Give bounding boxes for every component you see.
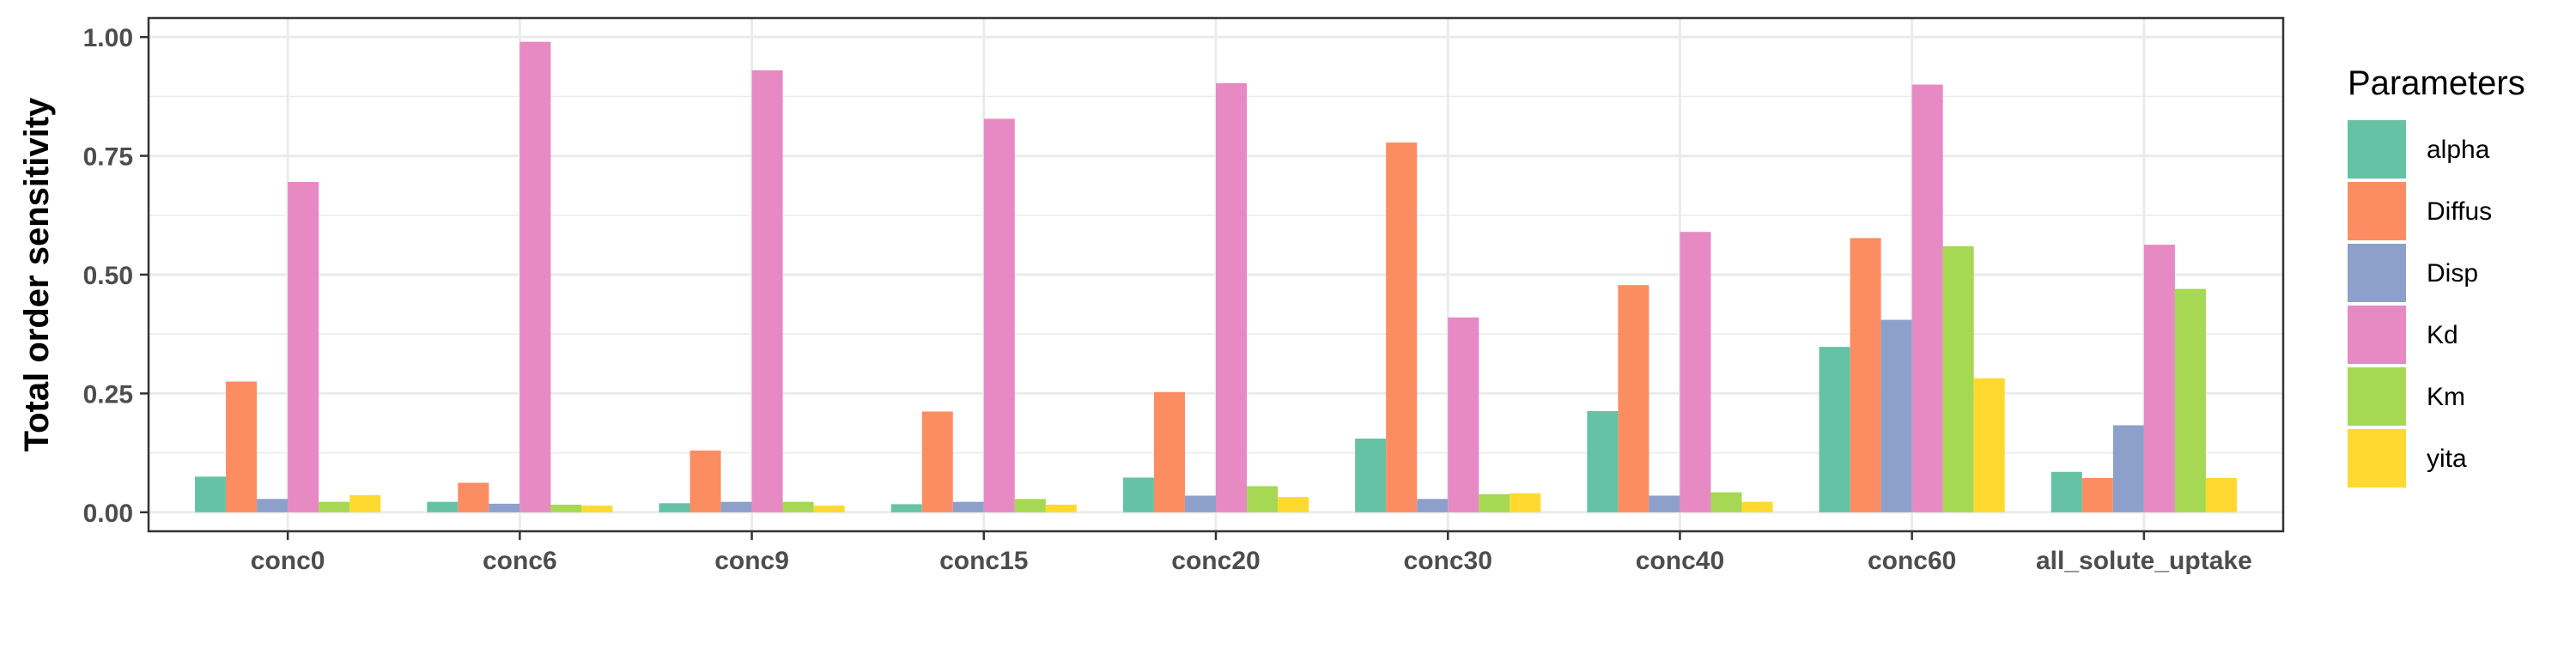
legend-title: Parameters <box>2348 64 2525 102</box>
legend-key-Km <box>2348 367 2406 426</box>
bar-Kd-conc30 <box>1448 317 1479 512</box>
x-tick-label: conc9 <box>714 547 789 575</box>
bar-Km-conc40 <box>1710 492 1742 512</box>
x-tick-label: conc20 <box>1171 547 1260 575</box>
bar-Km-conc9 <box>782 501 814 512</box>
bar-Km-conc20 <box>1247 486 1279 512</box>
y-tick-label: 0.00 <box>83 500 133 528</box>
bar-Disp-conc0 <box>257 499 289 512</box>
bar-Disp-conc30 <box>1417 499 1449 512</box>
bar-Kd-conc60 <box>1911 84 1943 512</box>
x-tick-label: all_solute_uptake <box>2036 547 2252 575</box>
bar-Disp-conc60 <box>1880 319 1912 512</box>
bar-alpha-conc40 <box>1587 410 1619 512</box>
bar-Diffus-conc30 <box>1386 142 1418 512</box>
y-tick-label: 0.50 <box>83 262 133 290</box>
legend-key-Kd <box>2348 306 2406 364</box>
bar-Diffus-conc15 <box>921 411 953 512</box>
x-axis: conc0 conc6 conc9 conc15 conc20 conc30 conc40 c… <box>251 531 2252 575</box>
bar-Kd-all_solute_uptake <box>2143 245 2175 512</box>
bar-alpha-conc30 <box>1355 439 1387 512</box>
x-tick-label: conc40 <box>1636 547 1724 575</box>
bar-Disp-conc40 <box>1649 495 1680 512</box>
x-tick-label: conc15 <box>939 547 1028 575</box>
bar-alpha-conc60 <box>1819 347 1850 512</box>
bar-yita-conc40 <box>1741 501 1773 512</box>
bar-alpha-conc6 <box>427 501 459 512</box>
bar-Diffus-conc6 <box>458 482 489 512</box>
bar-Km-conc30 <box>1479 494 1510 512</box>
bar-yita-conc60 <box>1973 378 2005 512</box>
bar-Km-conc60 <box>1942 245 1974 512</box>
legend-key-Diffus <box>2348 182 2406 240</box>
bar-yita-conc15 <box>1045 504 1077 512</box>
bar-Kd-conc0 <box>288 182 319 512</box>
legend-label-Diffus: Diffus <box>2427 197 2492 226</box>
bar-Km-conc15 <box>1014 499 1046 512</box>
bar-Km-conc6 <box>550 504 582 512</box>
legend-label-Disp: Disp <box>2427 259 2478 288</box>
bar-alpha-conc0 <box>195 476 227 512</box>
bar-alpha-all_solute_uptake <box>2050 471 2082 512</box>
bar-alpha-conc9 <box>659 503 690 512</box>
y-tick-label: 0.25 <box>83 380 133 409</box>
bar-Diffus-conc9 <box>690 450 721 512</box>
x-tick-label: conc6 <box>483 547 557 575</box>
bar-Diffus-conc20 <box>1153 391 1185 512</box>
legend-key-alpha <box>2348 120 2406 179</box>
legend-label-alpha: alpha <box>2427 136 2490 164</box>
legend-key-Disp <box>2348 244 2406 302</box>
bar-yita-conc6 <box>581 506 613 512</box>
legend-label-Km: Km <box>2427 383 2465 411</box>
bar-Disp-all_solute_uptake <box>2112 425 2144 512</box>
bar-Kd-conc15 <box>983 118 1015 512</box>
x-tick-label: conc30 <box>1404 547 1492 575</box>
x-tick-label: conc0 <box>251 547 325 575</box>
bar-Disp-conc9 <box>720 501 752 512</box>
y-axis-title: Total order sensitivity <box>18 97 56 451</box>
bar-Disp-conc6 <box>489 503 520 512</box>
x-tick-label: conc60 <box>1868 547 1956 575</box>
bar-Disp-conc20 <box>1184 495 1216 512</box>
bar-Disp-conc15 <box>952 501 984 512</box>
bar-Diffus-conc40 <box>1618 285 1649 512</box>
bar-yita-all_solute_uptake <box>2205 477 2237 512</box>
bar-Kd-conc20 <box>1216 82 1248 512</box>
y-axis: 0.00 0.25 0.50 0.75 1.00 <box>83 24 149 528</box>
bar-Kd-conc40 <box>1680 232 1711 512</box>
legend-key-yita <box>2348 429 2406 488</box>
bar-yita-conc20 <box>1278 497 1309 512</box>
bar-alpha-conc20 <box>1122 477 1154 512</box>
bar-Kd-conc6 <box>519 41 551 512</box>
legend-label-yita: yita <box>2427 445 2467 473</box>
bar-yita-conc30 <box>1510 493 1541 512</box>
y-tick-label: 0.75 <box>83 143 133 172</box>
bars <box>195 41 2237 512</box>
bar-Kd-conc9 <box>751 70 783 512</box>
bar-Km-all_solute_uptake <box>2174 288 2206 512</box>
bar-Diffus-all_solute_uptake <box>2081 477 2113 512</box>
y-tick-label: 1.00 <box>83 24 133 52</box>
bar-Km-conc0 <box>319 501 350 512</box>
bar-Diffus-conc0 <box>226 381 258 512</box>
bar-alpha-conc15 <box>890 504 922 512</box>
legend-label-Kd: Kd <box>2427 321 2458 349</box>
bar-yita-conc9 <box>813 506 845 512</box>
legend: Parameters alpha Diffus Disp Kd Km yita <box>2348 64 2525 488</box>
bar-Diffus-conc60 <box>1850 238 1881 512</box>
bar-yita-conc0 <box>349 494 381 512</box>
